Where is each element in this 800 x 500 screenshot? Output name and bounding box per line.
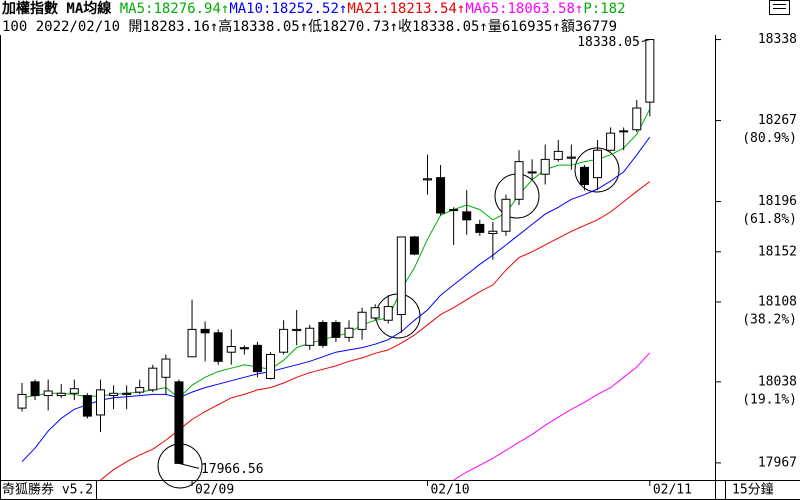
low-annotation: 17966.56	[201, 462, 264, 477]
info-line: 100 2022/02/10 開18283.16↑高18338.05↑低1827…	[2, 18, 617, 35]
header-space	[111, 1, 119, 17]
candle-body	[122, 392, 132, 395]
candle-body	[475, 223, 485, 233]
level-label: (80.9%)	[742, 131, 797, 146]
candle-body	[200, 328, 210, 334]
candle-body	[645, 39, 655, 103]
candle-body	[553, 150, 563, 160]
level-label: (19.1%)	[742, 392, 797, 407]
p-label: P:182	[583, 1, 625, 17]
candle-body	[449, 209, 459, 212]
y-tick-label: 17967	[758, 455, 797, 470]
y-tick-label: 18267	[758, 113, 797, 128]
y-tick-label: 18038	[758, 374, 797, 389]
candle-body	[109, 392, 119, 397]
candle-body	[82, 395, 92, 417]
candle-body	[252, 344, 262, 373]
candle-body	[213, 332, 223, 362]
x-tick-label: 02/09	[195, 483, 234, 498]
candle-body	[187, 328, 197, 358]
candle-body	[30, 381, 40, 397]
candle-body	[566, 156, 576, 159]
candle-body	[488, 230, 498, 235]
candle-body	[226, 346, 236, 353]
plot-area	[17, 39, 655, 480]
candle-body	[514, 161, 524, 200]
candle-body	[148, 367, 158, 391]
x-tick-label: 02/10	[430, 483, 469, 498]
candle-body	[292, 328, 302, 332]
period[interactable]: 15分鐘	[732, 482, 774, 498]
candle-body	[593, 149, 603, 179]
candle-body	[305, 327, 315, 346]
candle-body	[318, 322, 328, 346]
window-icon[interactable]	[769, 0, 790, 15]
candle-body	[370, 307, 380, 319]
y-tick-label: 18338	[758, 32, 797, 47]
low-pointer	[178, 462, 200, 469]
candle-body	[344, 327, 354, 338]
candle-body	[436, 177, 446, 214]
candle-body	[279, 328, 289, 353]
candle-body	[174, 381, 184, 464]
chart-title: 加權指數 MA均線	[1, 0, 111, 17]
candle-body	[383, 306, 393, 321]
header-line: 加權指數 MA均線 MA5:18276.94↑MA10:18252.52↑MA2…	[1, 0, 626, 17]
candle-body	[239, 347, 249, 350]
candle-body	[95, 389, 105, 416]
ma-line	[100, 181, 651, 480]
candle-body	[56, 392, 66, 397]
high-pointer	[641, 39, 650, 42]
pattern-circle	[574, 147, 620, 193]
candle-body	[161, 358, 171, 378]
candle-body	[422, 178, 432, 181]
candle-body	[357, 311, 367, 330]
candle-body	[606, 132, 616, 151]
candle-body	[540, 158, 550, 175]
level-label: (61.8%)	[742, 212, 797, 227]
candle-body	[501, 198, 511, 232]
ma-line	[453, 352, 651, 480]
candle-body	[619, 130, 629, 133]
y-tick-label: 18108	[758, 295, 797, 310]
level-label: (38.2%)	[742, 313, 797, 328]
legend-entry: MA21:18213.54↑	[347, 1, 465, 17]
high-annotation: 18338.05	[577, 35, 640, 50]
candle-body	[396, 236, 406, 316]
x-tick-label: 02/11	[653, 483, 692, 498]
y-tick-label: 18152	[758, 244, 797, 259]
candle-body	[579, 166, 589, 185]
candle-body	[331, 322, 341, 338]
candle-body	[409, 236, 419, 255]
legend-entry: MA5:18276.94↑	[120, 1, 230, 17]
candle-body	[527, 171, 537, 174]
candle-body	[632, 107, 642, 131]
legend-entry: MA65:18063.58↑	[465, 1, 583, 17]
legend-entry: MA10:18252.52↑	[229, 1, 347, 17]
brand: 奇狐勝券 v5.2	[2, 482, 93, 498]
candle-body	[43, 390, 53, 397]
candle-body	[69, 388, 79, 394]
candle-body	[17, 393, 27, 409]
candle-body	[462, 211, 472, 221]
y-tick-label: 18196	[758, 194, 797, 209]
candle-body	[135, 387, 145, 393]
candle-body	[266, 353, 276, 379]
